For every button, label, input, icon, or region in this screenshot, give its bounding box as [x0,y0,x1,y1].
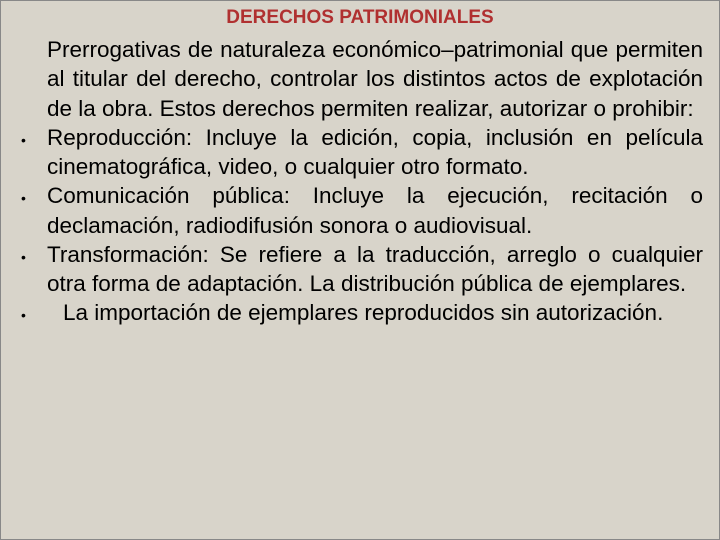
bullet-icon: • [17,181,47,206]
bullet-icon: • [17,123,47,148]
bullet-list: • Reproducción: Incluye la edición, copi… [17,123,703,328]
slide-container: DERECHOS PATRIMONIALES Prerrogativas de … [0,0,720,540]
list-item: • La importación de ejemplares reproduci… [17,298,703,327]
list-item-text: Transformación: Se refiere a la traducci… [47,240,703,299]
list-item-text: Reproducción: Incluye la edición, copia,… [47,123,703,182]
list-item: • Transformación: Se refiere a la traduc… [17,240,703,299]
list-item-text: Comunicación pública: Incluye la ejecuci… [47,181,703,240]
bullet-icon: • [17,298,47,323]
slide-title: DERECHOS PATRIMONIALES [17,7,703,29]
intro-paragraph: Prerrogativas de naturaleza económico–pa… [47,35,703,123]
bullet-icon: • [17,240,47,265]
list-item-text: La importación de ejemplares reproducido… [47,298,703,327]
list-item: • Comunicación pública: Incluye la ejecu… [17,181,703,240]
list-item: • Reproducción: Incluye la edición, copi… [17,123,703,182]
